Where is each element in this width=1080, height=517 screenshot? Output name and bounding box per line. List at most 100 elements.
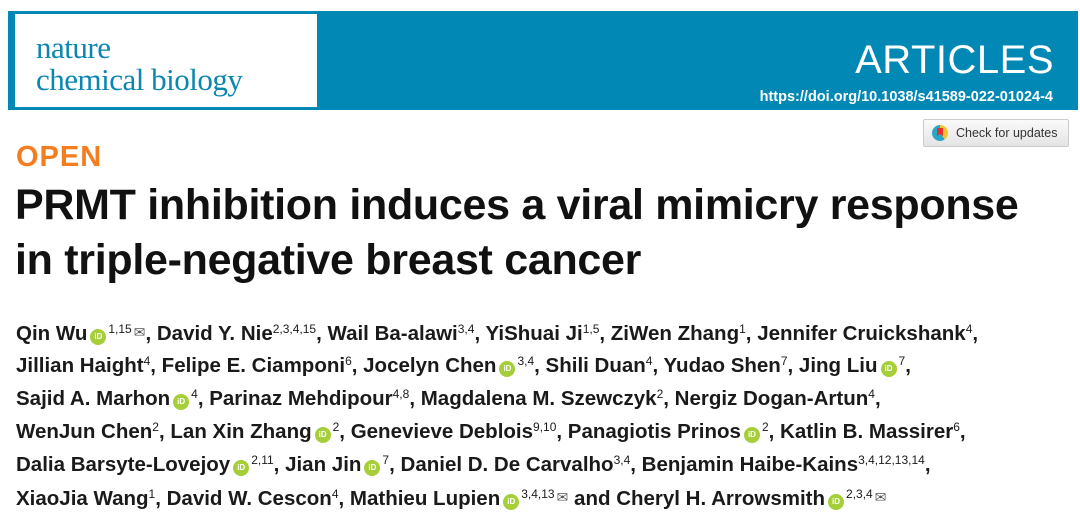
affiliation-numbers: 2 — [332, 420, 340, 434]
author-name[interactable]: Qin Wu — [16, 322, 88, 345]
author-line: Dalia Barsyte-Lovejoy iD2,11, Jian Jin iD7… — [16, 448, 978, 481]
author-name[interactable]: YiShuai Ji — [485, 322, 583, 345]
affiliation-numbers: 2,3,4 — [846, 487, 873, 501]
separator: , — [924, 453, 931, 476]
author-name[interactable]: Jian Jin — [285, 453, 362, 476]
affiliation-numbers: 2 — [152, 420, 159, 434]
author-name[interactable]: Magdalena M. Szewczyk — [420, 387, 657, 410]
affiliation-numbers: 7 — [898, 354, 906, 368]
article-title: PRMT inhibition induces a viral mimicry … — [15, 178, 1019, 288]
author-name[interactable]: Nergiz Dogan-Artun — [674, 387, 869, 410]
author-name[interactable]: Wail Ba-alawi — [327, 322, 458, 345]
separator: , — [145, 322, 157, 345]
separator: , — [630, 453, 642, 476]
orcid-icon[interactable]: iD — [364, 460, 381, 476]
email-icon[interactable]: ✉ — [556, 489, 569, 505]
author-name[interactable]: Jennifer Cruickshank — [757, 322, 966, 345]
separator: , — [745, 322, 758, 345]
separator: , — [905, 354, 911, 377]
affiliation-numbers: 2,11 — [251, 453, 274, 467]
affiliation-numbers: 1 — [739, 322, 746, 336]
affiliation-numbers: 9,10 — [533, 420, 557, 434]
author-name[interactable]: Jillian Haight — [16, 354, 144, 377]
affiliation-numbers: 4 — [965, 322, 973, 336]
title-line: in triple-negative breast cancer — [15, 236, 642, 284]
orcid-icon[interactable]: iD — [499, 361, 516, 377]
affiliation-numbers: 3,4 — [457, 322, 475, 336]
separator: , — [599, 322, 611, 345]
orcid-icon[interactable]: iD — [90, 329, 107, 345]
separator: , — [652, 354, 664, 377]
affiliation-numbers: 4 — [645, 354, 653, 368]
check-for-updates-button[interactable]: Check for updates — [923, 119, 1069, 147]
separator: , — [351, 354, 364, 377]
crossmark-icon — [932, 125, 948, 141]
author-name[interactable]: ZiWen Zhang — [610, 322, 740, 345]
separator: , — [787, 354, 799, 377]
orcid-icon[interactable]: iD — [503, 494, 520, 510]
orcid-icon[interactable]: iD — [828, 494, 845, 510]
open-access-label: OPEN — [16, 141, 103, 173]
author-list: Qin Wu iD1,15 ✉, David Y. Nie2,3,4,15, Wai… — [16, 316, 978, 514]
affiliation-numbers: 1,15 — [108, 322, 132, 336]
separator: , — [338, 487, 350, 510]
affiliation-numbers: 2 — [656, 387, 664, 401]
affiliation-numbers: 4,8 — [392, 387, 410, 401]
separator: , — [874, 387, 881, 410]
check-for-updates-label: Check for updates — [956, 126, 1058, 140]
author-name[interactable]: Jing Liu — [798, 354, 878, 377]
author-name[interactable]: Benjamin Haibe-Kains — [641, 453, 859, 476]
affiliation-numbers: 1 — [148, 487, 156, 501]
affiliation-numbers: 3,4,13 — [521, 487, 555, 501]
author-name[interactable]: WenJun Chen — [16, 420, 153, 443]
affiliation-numbers: 4 — [143, 354, 151, 368]
author-line: Sajid A. Marhon iD4, Parinaz Mehdipour4,8… — [16, 382, 978, 415]
author-name[interactable]: Felipe E. Ciamponi — [161, 354, 346, 377]
author-name[interactable]: XiaoJia Wang — [16, 487, 149, 510]
separator: , — [663, 387, 675, 410]
email-icon[interactable]: ✉ — [874, 489, 887, 505]
author-name[interactable]: Jocelyn Chen — [363, 354, 497, 377]
separator: and — [568, 487, 617, 510]
author-name[interactable]: Yudao Shen — [663, 354, 781, 377]
doi-link[interactable]: https://doi.org/10.1038/s41589-022-01024… — [759, 89, 1053, 105]
orcid-icon[interactable]: iD — [314, 427, 331, 443]
author-line: WenJun Chen2, Lan Xin Zhang iD2, Geneviev… — [16, 415, 978, 448]
author-name[interactable]: Daniel D. De Carvalho — [400, 453, 614, 476]
email-icon[interactable]: ✉ — [133, 324, 146, 340]
author-name[interactable]: Dalia Barsyte-Lovejoy — [16, 453, 231, 476]
affiliation-numbers: 7 — [382, 453, 390, 467]
author-name[interactable]: Genevieve Deblois — [350, 420, 534, 443]
author-name[interactable]: Parinaz Mehdipour — [209, 387, 393, 410]
author-name[interactable]: David Y. Nie — [156, 322, 273, 345]
author-line: XiaoJia Wang1, David W. Cescon4, Mathieu… — [16, 481, 978, 514]
title-line: PRMT inhibition induces a viral mimicry … — [15, 181, 1019, 229]
separator: , — [339, 420, 351, 443]
author-name[interactable]: Panagiotis Prinos — [567, 420, 741, 443]
affiliation-numbers: 3,4 — [613, 453, 631, 467]
author-name[interactable]: Lan Xin Zhang — [170, 420, 312, 443]
author-name[interactable]: Shili Duan — [545, 354, 646, 377]
affiliation-numbers: 4 — [868, 387, 875, 401]
affiliation-numbers: 3,4,12,13,14 — [858, 453, 925, 467]
journal-logo: nature chemical biology — [15, 14, 317, 107]
orcid-icon[interactable]: iD — [880, 361, 897, 377]
author-line: Jillian Haight4, Felipe E. Ciamponi6, Jo… — [16, 349, 978, 382]
affiliation-numbers: 6 — [345, 354, 352, 368]
author-name[interactable]: Cheryl H. Arrowsmith — [616, 487, 826, 510]
affiliation-numbers: 4 — [191, 387, 198, 401]
author-name[interactable]: Katlin B. Massirer — [780, 420, 954, 443]
separator: , — [389, 453, 401, 476]
separator: , — [972, 322, 979, 345]
author-name[interactable]: Sajid A. Marhon — [16, 387, 171, 410]
separator: , — [158, 420, 171, 443]
orcid-icon[interactable]: iD — [173, 394, 190, 410]
orcid-icon[interactable]: iD — [233, 460, 250, 476]
separator: , — [959, 420, 966, 443]
separator: , — [534, 354, 546, 377]
author-name[interactable]: Mathieu Lupien — [349, 487, 501, 510]
author-name[interactable]: David W. Cescon — [166, 487, 332, 510]
affiliation-numbers: 1,5 — [582, 322, 600, 336]
orcid-icon[interactable]: iD — [743, 427, 760, 443]
separator: , — [768, 420, 781, 443]
